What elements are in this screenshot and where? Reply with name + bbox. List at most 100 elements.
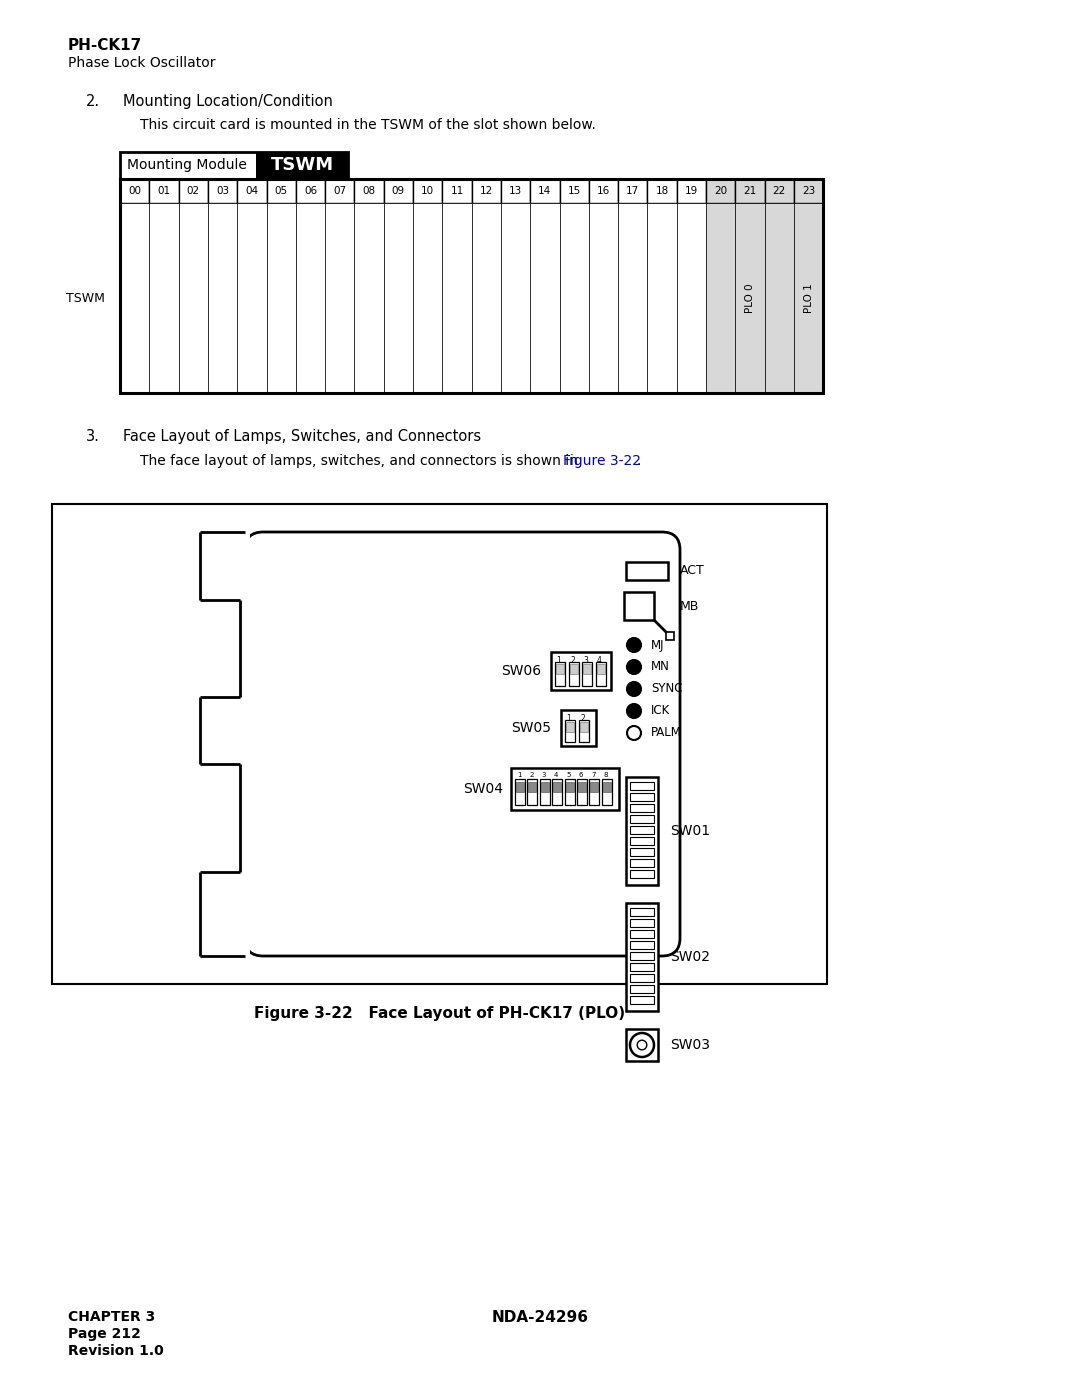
- Bar: [530, 203, 559, 393]
- Text: NDA-24296: NDA-24296: [491, 1310, 589, 1324]
- Text: ACT: ACT: [680, 564, 705, 577]
- Text: 3: 3: [541, 773, 546, 778]
- Text: 02: 02: [187, 186, 200, 196]
- Bar: [561, 710, 596, 746]
- Text: Mounting Module: Mounting Module: [127, 158, 247, 172]
- Text: 3.: 3.: [86, 429, 99, 444]
- Bar: [603, 782, 611, 792]
- Bar: [296, 179, 325, 203]
- Bar: [267, 203, 296, 393]
- Bar: [413, 179, 443, 203]
- Bar: [472, 203, 501, 393]
- Bar: [200, 532, 249, 956]
- Text: 5: 5: [566, 773, 571, 778]
- Bar: [630, 805, 654, 812]
- Bar: [626, 902, 658, 1011]
- Bar: [706, 203, 735, 393]
- Text: PLO 0: PLO 0: [745, 284, 755, 313]
- Bar: [666, 631, 674, 640]
- Bar: [630, 963, 654, 971]
- Text: PALM: PALM: [651, 726, 681, 739]
- Text: 01: 01: [158, 186, 171, 196]
- Text: MJ: MJ: [651, 638, 664, 651]
- Bar: [540, 780, 550, 805]
- Text: ICK: ICK: [651, 704, 671, 718]
- Bar: [178, 179, 207, 203]
- Bar: [149, 179, 178, 203]
- Bar: [630, 870, 654, 877]
- Text: 04: 04: [245, 186, 258, 196]
- Text: 2.: 2.: [86, 94, 100, 109]
- Bar: [149, 203, 178, 393]
- Bar: [765, 203, 794, 393]
- Bar: [413, 203, 443, 393]
- Bar: [618, 179, 647, 203]
- Circle shape: [627, 638, 642, 652]
- Text: 00: 00: [129, 186, 141, 196]
- FancyBboxPatch shape: [245, 532, 680, 956]
- Text: 23: 23: [802, 186, 815, 196]
- Text: Phase Lock Oscillator: Phase Lock Oscillator: [68, 56, 216, 70]
- Text: 06: 06: [303, 186, 318, 196]
- Text: 3: 3: [583, 657, 589, 665]
- Bar: [566, 782, 573, 792]
- Bar: [647, 203, 677, 393]
- Circle shape: [627, 682, 642, 696]
- Bar: [630, 985, 654, 993]
- Text: 4: 4: [597, 657, 602, 665]
- Text: 4: 4: [554, 773, 558, 778]
- Bar: [630, 908, 654, 916]
- Bar: [577, 780, 588, 805]
- Bar: [559, 179, 589, 203]
- Text: 1: 1: [516, 773, 522, 778]
- Bar: [443, 203, 472, 393]
- Bar: [626, 1030, 658, 1060]
- Bar: [596, 664, 605, 673]
- Bar: [256, 152, 348, 179]
- Text: 2: 2: [570, 657, 575, 665]
- Bar: [590, 780, 599, 805]
- Bar: [511, 768, 619, 810]
- Bar: [551, 652, 611, 690]
- Text: 16: 16: [597, 186, 610, 196]
- Text: 13: 13: [509, 186, 522, 196]
- Bar: [677, 179, 706, 203]
- Text: 7: 7: [591, 773, 596, 778]
- Bar: [296, 203, 325, 393]
- Circle shape: [630, 1032, 654, 1058]
- Bar: [578, 782, 586, 792]
- Bar: [630, 782, 654, 789]
- Bar: [580, 722, 588, 732]
- Text: 1: 1: [556, 657, 562, 665]
- Text: 15: 15: [567, 186, 581, 196]
- Bar: [602, 780, 611, 805]
- Text: 20: 20: [714, 186, 727, 196]
- Bar: [354, 203, 383, 393]
- Text: SW04: SW04: [463, 782, 503, 796]
- Text: 03: 03: [216, 186, 229, 196]
- Bar: [501, 203, 530, 393]
- Text: Figure 3-22   Face Layout of PH-CK17 (PLO): Figure 3-22 Face Layout of PH-CK17 (PLO): [254, 1006, 625, 1021]
- Bar: [238, 179, 267, 203]
- Bar: [120, 152, 348, 179]
- Text: Face Layout of Lamps, Switches, and Connectors: Face Layout of Lamps, Switches, and Conn…: [123, 429, 481, 444]
- Text: 1: 1: [567, 714, 571, 724]
- Circle shape: [627, 704, 642, 718]
- Bar: [595, 662, 606, 686]
- Text: 21: 21: [743, 186, 757, 196]
- Text: Page 212: Page 212: [68, 1327, 140, 1341]
- Text: TSWM: TSWM: [66, 292, 105, 305]
- Bar: [794, 179, 823, 203]
- Bar: [765, 179, 794, 203]
- Bar: [325, 179, 354, 203]
- Bar: [552, 780, 563, 805]
- Bar: [626, 562, 669, 580]
- Circle shape: [637, 1041, 647, 1049]
- Bar: [630, 919, 654, 928]
- Text: This circuit card is mounted in the TSWM of the slot shown below.: This circuit card is mounted in the TSWM…: [140, 117, 596, 131]
- Bar: [630, 837, 654, 845]
- Bar: [383, 203, 413, 393]
- Text: SW01: SW01: [670, 824, 711, 838]
- Text: .: .: [636, 454, 640, 468]
- Bar: [624, 592, 654, 620]
